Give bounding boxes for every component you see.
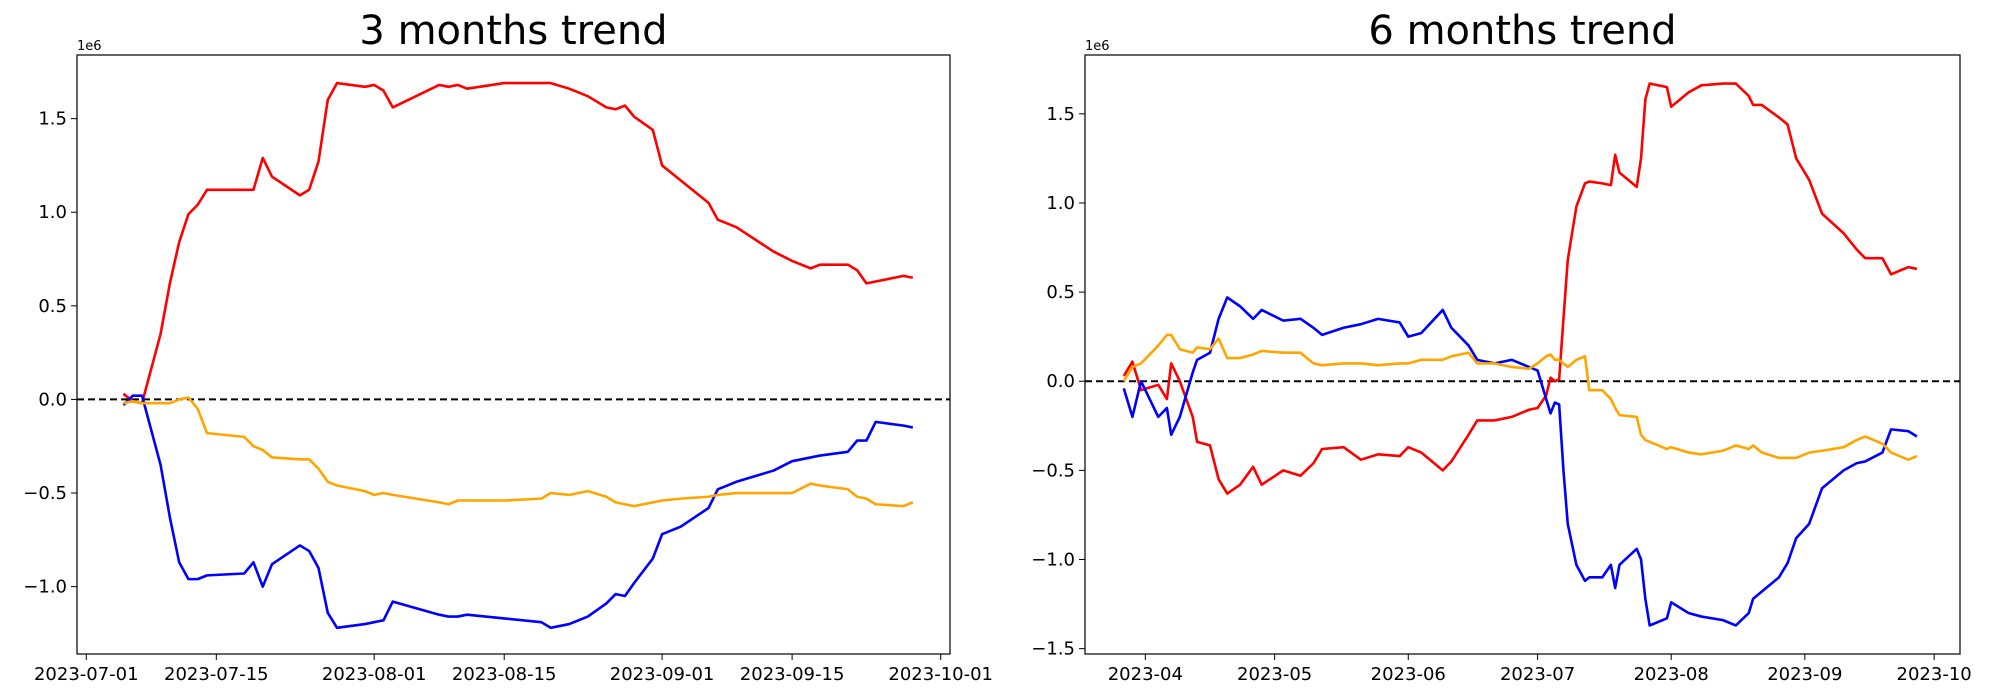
x-tick-label: 2023-07-01 — [34, 664, 139, 685]
x-tick-label: 2023-10-01 — [888, 664, 993, 685]
x-tick-label: 2023-08-01 — [322, 664, 427, 685]
y-tick-label: 1.0 — [1046, 193, 1075, 214]
data-line — [122, 394, 914, 630]
x-tick-label: 2023-09-01 — [610, 664, 715, 685]
y-tick-label: 0.0 — [1046, 371, 1075, 392]
x-tick-label: 2023-09-15 — [740, 664, 845, 685]
plot-frame — [1084, 54, 1961, 655]
chart-title: 3 months trend — [359, 8, 667, 54]
y-tick-label: 0.5 — [1046, 282, 1075, 303]
y-tick-label: −1.5 — [1031, 639, 1075, 660]
y-tick-label: 1.5 — [1046, 104, 1075, 125]
x-tick-label: 2023-06 — [1371, 664, 1446, 685]
x-tick-label: 2023-08 — [1634, 664, 1709, 685]
y-tick-label: 1.0 — [38, 202, 67, 223]
data-line — [1122, 82, 1918, 495]
data-line — [1122, 333, 1918, 461]
y-tick-label: −0.5 — [1031, 460, 1075, 481]
plot-frame — [76, 54, 951, 655]
data-line — [1122, 296, 1918, 627]
x-tick-label: 2023-09 — [1767, 664, 1842, 685]
chart-title: 6 months trend — [1368, 8, 1676, 54]
x-tick-label: 2023-07 — [1500, 664, 1575, 685]
x-tick-label: 2023-04 — [1108, 664, 1183, 685]
x-tick-label: 2023-07-15 — [164, 664, 269, 685]
y-tick-label: 0.0 — [38, 389, 67, 410]
x-tick-label: 2023-05 — [1237, 664, 1312, 685]
x-tick-label: 2023-10 — [1897, 664, 1972, 685]
data-line — [122, 81, 914, 405]
data-line — [123, 396, 914, 508]
y-tick-label: 0.5 — [38, 296, 67, 317]
y-tick-label: 1.5 — [38, 109, 67, 130]
y-tick-label: −1.0 — [1031, 550, 1075, 571]
offset-text: 1e6 — [1085, 39, 1110, 54]
y-tick-label: −1.0 — [23, 577, 67, 598]
offset-text: 1e6 — [77, 39, 102, 54]
y-tick-label: −0.5 — [23, 483, 67, 504]
x-tick-label: 2023-08-15 — [452, 664, 557, 685]
